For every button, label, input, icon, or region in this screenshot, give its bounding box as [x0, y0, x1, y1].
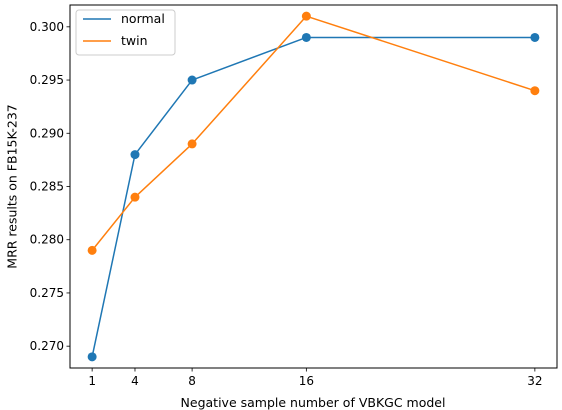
data-point-normal	[87, 352, 97, 362]
data-point-normal	[187, 75, 197, 85]
data-point-normal	[530, 32, 540, 42]
data-point-twin	[87, 245, 97, 255]
legend-label-twin: twin	[121, 33, 148, 48]
x-axis-ticks: 1 4 8 16 32	[88, 368, 543, 388]
y-axis-ticks: 0.270 0.275 0.280 0.285 0.290 0.295 0.300	[30, 20, 70, 353]
x-tick-label: 1	[88, 374, 96, 388]
data-point-normal	[130, 150, 140, 160]
x-tick-label: 4	[131, 374, 139, 388]
y-tick-label: 0.275	[30, 286, 64, 300]
series-layer	[87, 11, 540, 362]
y-tick-label: 0.295	[30, 73, 64, 87]
x-axis-label: Negative sample number of VBKGC model	[181, 395, 446, 410]
data-point-twin	[530, 86, 540, 96]
x-tick-label: 32	[527, 374, 542, 388]
x-tick-label: 8	[188, 374, 196, 388]
data-point-twin	[187, 139, 197, 149]
data-point-twin	[130, 192, 140, 202]
data-point-normal	[301, 32, 311, 42]
y-tick-label: 0.290	[30, 126, 64, 140]
y-tick-label: 0.285	[30, 180, 64, 194]
y-tick-label: 0.300	[30, 20, 64, 34]
y-tick-label: 0.280	[30, 233, 64, 247]
legend: normal twin	[75, 9, 176, 56]
data-point-twin	[301, 11, 311, 21]
y-axis-label: MRR results on FB15K-237	[5, 104, 20, 268]
legend-box	[75, 9, 176, 56]
legend-label-normal: normal	[121, 11, 165, 26]
y-tick-label: 0.270	[30, 339, 64, 353]
x-tick-label: 16	[299, 374, 314, 388]
